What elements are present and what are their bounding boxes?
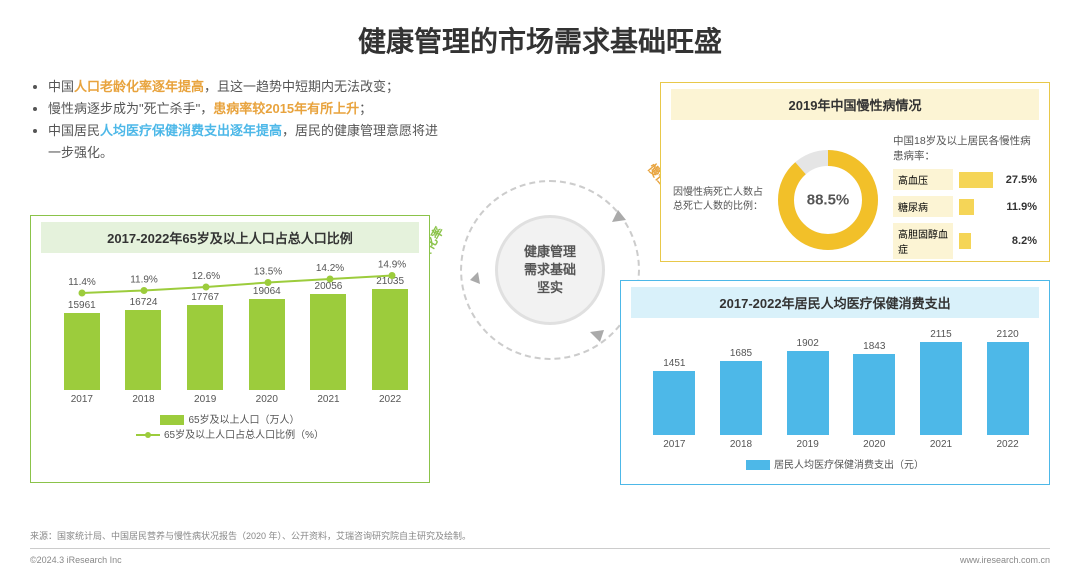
svg-text:14.9%: 14.9% [378, 260, 406, 271]
page-title: 健康管理的市场需求基础旺盛 [30, 20, 1050, 60]
health-spend-box: 2017-2022年居民人均医疗保健消费支出 14512017168520181… [620, 280, 1050, 485]
aging-chart-title: 2017-2022年65岁及以上人口占总人口比例 [41, 222, 419, 253]
bullet-item: 慢性病逐步成为"死亡杀手"，患病率较2015年有所上升； [48, 98, 450, 120]
bar-column: 190642020 [242, 286, 292, 406]
bullet-item: 中国居民人均医疗保健消费支出逐年提高，居民的健康管理意愿将进一步强化。 [48, 120, 450, 164]
chronic-box: 2019年中国慢性病情况 因慢性病死亡人数占总死亡人数的比例： 88.5% 中国… [660, 82, 1050, 262]
bullet-item: 中国人口老龄化率逐年提高，且这一趋势中短期内无法改变； [48, 76, 450, 98]
svg-text:11.4%: 11.4% [68, 277, 96, 288]
footer-copyright: ©2024.3 iResearch Inc [30, 555, 122, 565]
spend-title: 2017-2022年居民人均医疗保健消费支出 [631, 287, 1039, 318]
donut-label: 因慢性病死亡人数占总死亡人数的比例： [673, 186, 763, 214]
disease-row: 高胆固醇血症8.2% [893, 223, 1037, 259]
disease-row: 糖尿病11.9% [893, 196, 1037, 217]
svg-text:11.9%: 11.9% [130, 275, 158, 286]
disease-list: 中国18岁及以上居民各慢性病患病率： 高血压27.5%糖尿病11.9%高胆固醇血… [893, 134, 1037, 265]
bar-column: 18432020 [849, 341, 899, 450]
bar-column: 19022019 [783, 338, 833, 450]
svg-text:14.2%: 14.2% [316, 263, 344, 274]
spend-bar-chart: 14512017 16852018 19022019 18432020 21152021… [621, 324, 1049, 454]
bar-column: 210352022 [365, 276, 415, 405]
bar-column: 167242018 [118, 297, 168, 405]
bar-column: 21152021 [916, 329, 966, 450]
disease-row: 高血压27.5% [893, 169, 1037, 190]
aging-chart-box: 2017-2022年65岁及以上人口占总人口比例 159612017167242… [30, 215, 430, 483]
bar-column: 200562021 [303, 281, 353, 405]
chronic-title: 2019年中国慢性病情况 [671, 89, 1039, 120]
footer-source: 来源：国家统计局、中国居民营养与慢性病状况报告（2020 年）、公开资料，艾瑞咨… [30, 529, 1050, 542]
bar-column: 16852018 [716, 348, 766, 450]
aging-legend: 65岁及以上人口（万人） 65岁及以上人口占总人口比例（%） [31, 409, 429, 451]
bar-column: 177672019 [180, 292, 230, 405]
aging-bar-chart: 1596120171672420181776720191906420202005… [31, 259, 429, 409]
summary-bullets: 中国人口老龄化率逐年提高，且这一趋势中短期内无法改变；慢性病逐步成为"死亡杀手"… [30, 76, 450, 164]
svg-text:13.5%: 13.5% [254, 267, 282, 278]
donut-value: 88.5% [807, 191, 850, 208]
footer-url: www.iresearch.com.cn [960, 555, 1050, 565]
bar-column: 21202022 [983, 329, 1033, 450]
bar-column: 14512017 [649, 358, 699, 450]
svg-text:12.6%: 12.6% [192, 271, 220, 282]
spend-legend: 居民人均医疗保健消费支出（元） [621, 454, 1049, 481]
donut-chart: 88.5% [773, 145, 883, 255]
footer: 来源：国家统计局、中国居民营养与慢性病状况报告（2020 年）、公开资料，艾瑞咨… [30, 529, 1050, 565]
bar-column: 159612017 [57, 300, 107, 405]
